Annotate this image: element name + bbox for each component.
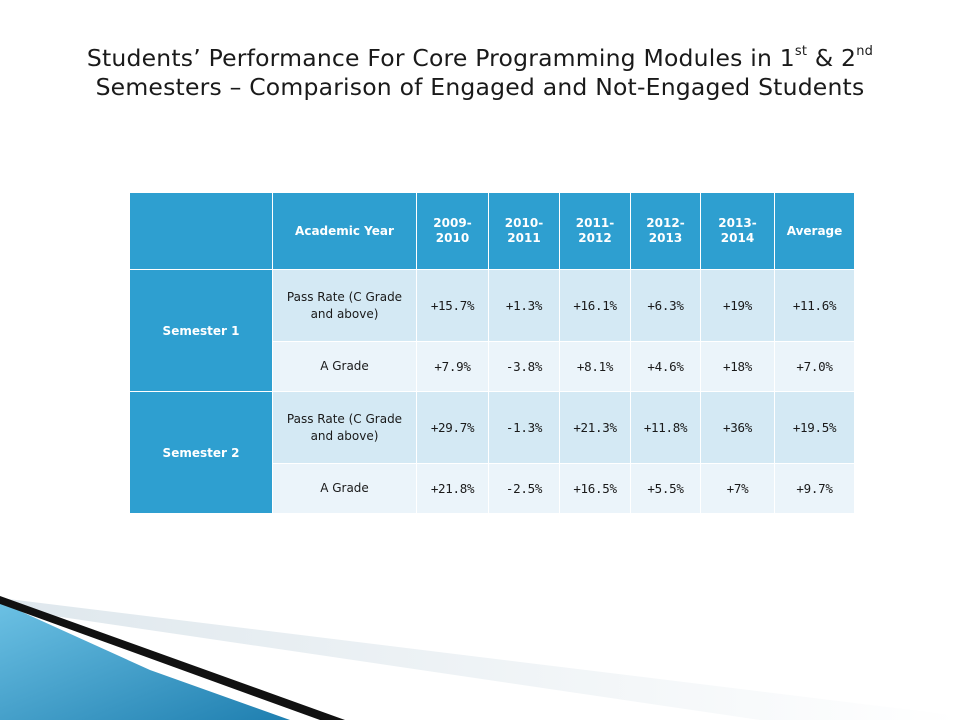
semester-1-label: Semester 1 [129, 269, 273, 392]
title-text-2: & 2 [807, 44, 857, 72]
header-year-2010-2011: 2010- 2011 [488, 192, 560, 270]
value-cell: +16.5% [559, 463, 631, 514]
metric-label: Pass Rate (C Grade and above) [272, 391, 417, 464]
title-text-1: Students’ Performance For Core Programmi… [86, 44, 795, 72]
title-superscript-2: nd [856, 44, 874, 60]
header-row: Academic Year 2009- 2010 2010- 2011 2011- 2… [129, 192, 855, 270]
value-cell: +29.7% [416, 391, 489, 464]
metric-label: A Grade [272, 463, 417, 514]
value-cell: -1.3% [488, 391, 560, 464]
table-row: A Grade +7.9% -3.8% +8.1% +4.6% +18% +7.… [130, 341, 855, 392]
value-cell: +16.1% [559, 269, 631, 342]
header-average: Average [774, 192, 855, 270]
metric-label: Pass Rate (C Grade and above) [272, 269, 417, 342]
decorative-swoosh [0, 596, 960, 720]
value-cell: +7.9% [416, 341, 489, 392]
value-cell: +11.8% [630, 391, 701, 464]
table-row: A Grade +21.8% -2.5% +16.5% +5.5% +7% +9… [130, 463, 855, 514]
value-cell: -2.5% [488, 463, 560, 514]
header-year-2011-2012: 2011- 2012 [559, 192, 631, 270]
value-cell: +21.8% [416, 463, 489, 514]
header-year-2013-2014: 2013- 2014 [700, 192, 775, 270]
value-cell: +7% [700, 463, 775, 514]
value-cell: +6.3% [630, 269, 701, 342]
average-cell: +11.6% [774, 269, 855, 342]
swoosh-grey-band [0, 598, 960, 720]
average-cell: +9.7% [774, 463, 855, 514]
title-superscript-1: st [794, 44, 808, 60]
value-cell: +5.5% [630, 463, 701, 514]
semester-2-label: Semester 2 [129, 391, 273, 514]
table-row: Semester 2 Pass Rate (C Grade and above)… [129, 391, 855, 514]
value-cell: +18% [700, 341, 775, 392]
header-year-2009-2010: 2009- 2010 [416, 192, 489, 270]
swoosh-blue-wedge [0, 602, 290, 720]
metric-label: A Grade [272, 341, 417, 392]
title-text-3: Semesters – Comparison of Engaged and No… [95, 73, 865, 101]
value-cell: -3.8% [488, 341, 560, 392]
average-cell: +19.5% [774, 391, 855, 464]
value-cell: +8.1% [559, 341, 631, 392]
table-row: Semester 1 Pass Rate (C Grade and above)… [129, 269, 855, 392]
average-cell: +7.0% [774, 341, 855, 392]
header-corner-cell [129, 192, 273, 270]
value-cell: +36% [700, 391, 775, 464]
value-cell: +15.7% [416, 269, 489, 342]
header-academic-year: Academic Year [272, 192, 417, 270]
header-year-2012-2013: 2012- 2013 [630, 192, 701, 270]
performance-table: Academic Year 2009- 2010 2010- 2011 2011- 2… [129, 192, 855, 514]
value-cell: +19% [700, 269, 775, 342]
value-cell: +1.3% [488, 269, 560, 342]
value-cell: +4.6% [630, 341, 701, 392]
value-cell: +21.3% [559, 391, 631, 464]
swoosh-black-stroke [0, 596, 345, 720]
slide-title: Students’ Performance For Core Programmi… [30, 44, 930, 102]
